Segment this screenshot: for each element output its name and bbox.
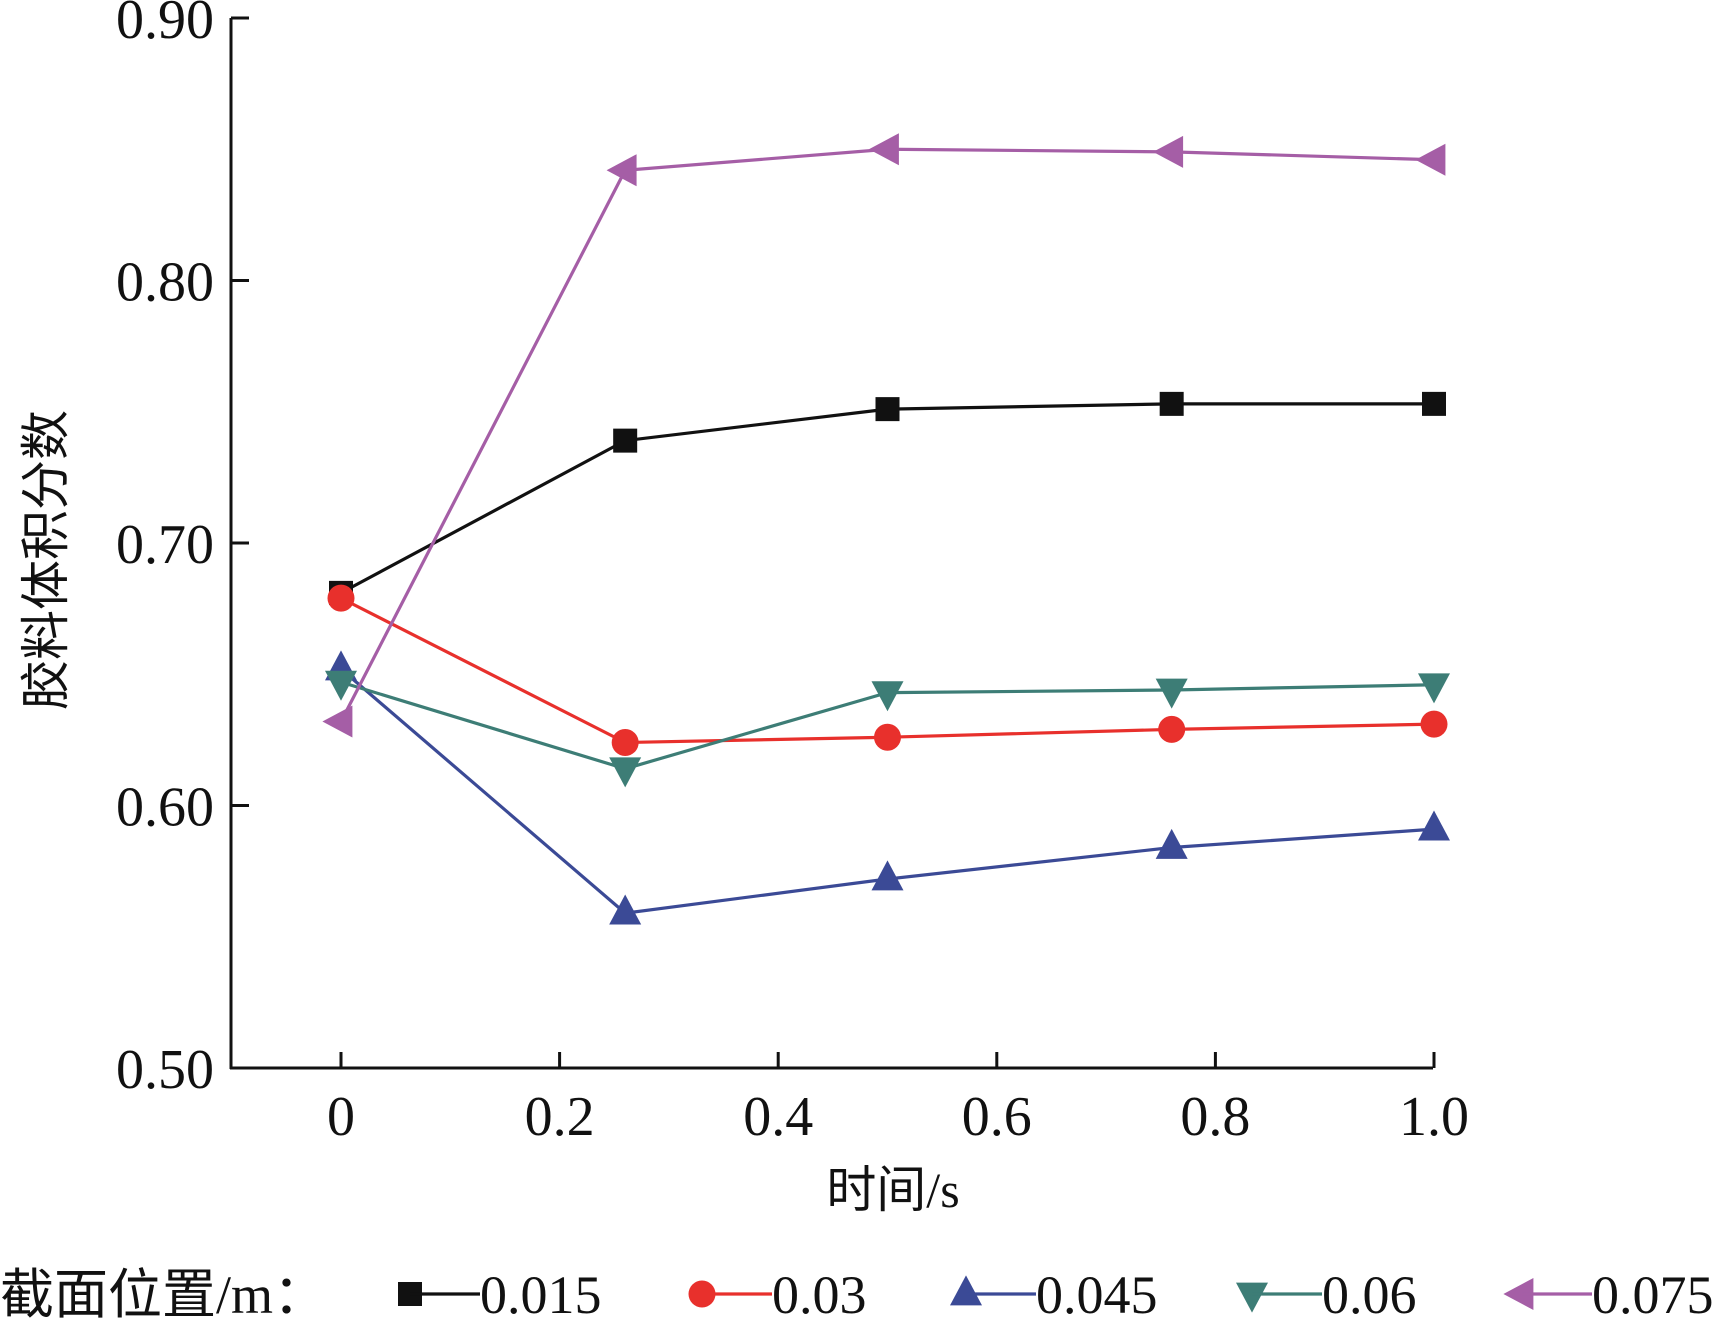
- x-tick-label: 0.2: [525, 1086, 595, 1148]
- data-point: [1155, 678, 1188, 709]
- data-point: [1159, 391, 1184, 416]
- legend-label: 0.015: [480, 1265, 602, 1322]
- y-tick-label: 0.80: [116, 252, 214, 314]
- x-axis-ticks: 0 0.2 0.4 0.6 0.8 1.0: [327, 1052, 1469, 1148]
- legend-item: 0.045: [950, 1265, 1158, 1322]
- x-tick-label: 0.6: [962, 1086, 1032, 1148]
- data-point: [871, 681, 904, 712]
- legend: 截面位置/m： 0.015 0.03 0.045 0.06 0.075: [0, 1265, 1714, 1322]
- data-point: [609, 757, 642, 788]
- series-layer: [322, 133, 1450, 925]
- legend-label: 0.045: [1036, 1265, 1158, 1322]
- legend-label: 0.03: [772, 1265, 867, 1322]
- legend-item: 0.03: [688, 1265, 867, 1322]
- data-point: [1418, 673, 1450, 704]
- data-point: [609, 894, 642, 925]
- y-tick-label: 0.90: [116, 0, 214, 51]
- y-tick-label: 0.60: [116, 777, 214, 839]
- y-axis-title: 胶料体积分数: [18, 410, 74, 710]
- data-point: [871, 860, 904, 891]
- data-point: [875, 397, 900, 422]
- legend-title: 截面位置/m：: [0, 1265, 327, 1322]
- data-point: [874, 723, 901, 751]
- x-tick-label: 0: [327, 1086, 355, 1148]
- axes: [229, 18, 1433, 1070]
- data-point: [1158, 715, 1186, 743]
- y-axis-ticks: 0.50 0.60 0.70 0.80 0.90: [116, 0, 249, 1101]
- series-line: [339, 147, 1435, 723]
- data-point: [322, 705, 353, 738]
- series-0.015: [329, 391, 1446, 605]
- data-point: [613, 428, 638, 453]
- data-point: [606, 154, 637, 187]
- legend-marker: [1236, 1282, 1268, 1313]
- data-point: [611, 729, 639, 756]
- legend-label: 0.06: [1322, 1265, 1417, 1322]
- x-tick-label: 0.8: [1180, 1086, 1250, 1148]
- x-axis-title: 时间/s: [826, 1162, 959, 1218]
- data-point: [1422, 391, 1446, 416]
- data-point: [1418, 810, 1450, 841]
- x-tick-label: 0.4: [743, 1086, 813, 1148]
- series-line: [340, 402, 1434, 595]
- data-point: [1155, 828, 1188, 859]
- series-0.075: [322, 133, 1446, 738]
- data-point: [1153, 135, 1184, 168]
- data-point: [325, 670, 357, 701]
- legend-marker: [1503, 1278, 1534, 1310]
- y-tick-label: 0.70: [116, 514, 214, 576]
- data-point: [1420, 710, 1448, 738]
- data-point: [327, 584, 355, 612]
- data-point: [868, 133, 899, 166]
- y-tick-label: 0.50: [116, 1039, 214, 1101]
- legend-item: 0.075: [1503, 1265, 1714, 1322]
- legend-label: 0.075: [1592, 1265, 1714, 1322]
- series-0.03: [327, 584, 1448, 756]
- data-point: [1415, 143, 1446, 176]
- x-tick-label: 1.0: [1399, 1086, 1469, 1148]
- legend-item: 0.015: [398, 1265, 602, 1322]
- series-line: [340, 596, 1435, 745]
- legend-marker: [950, 1275, 982, 1306]
- legend-item: 0.06: [1236, 1265, 1417, 1322]
- series-0.06: [325, 670, 1450, 788]
